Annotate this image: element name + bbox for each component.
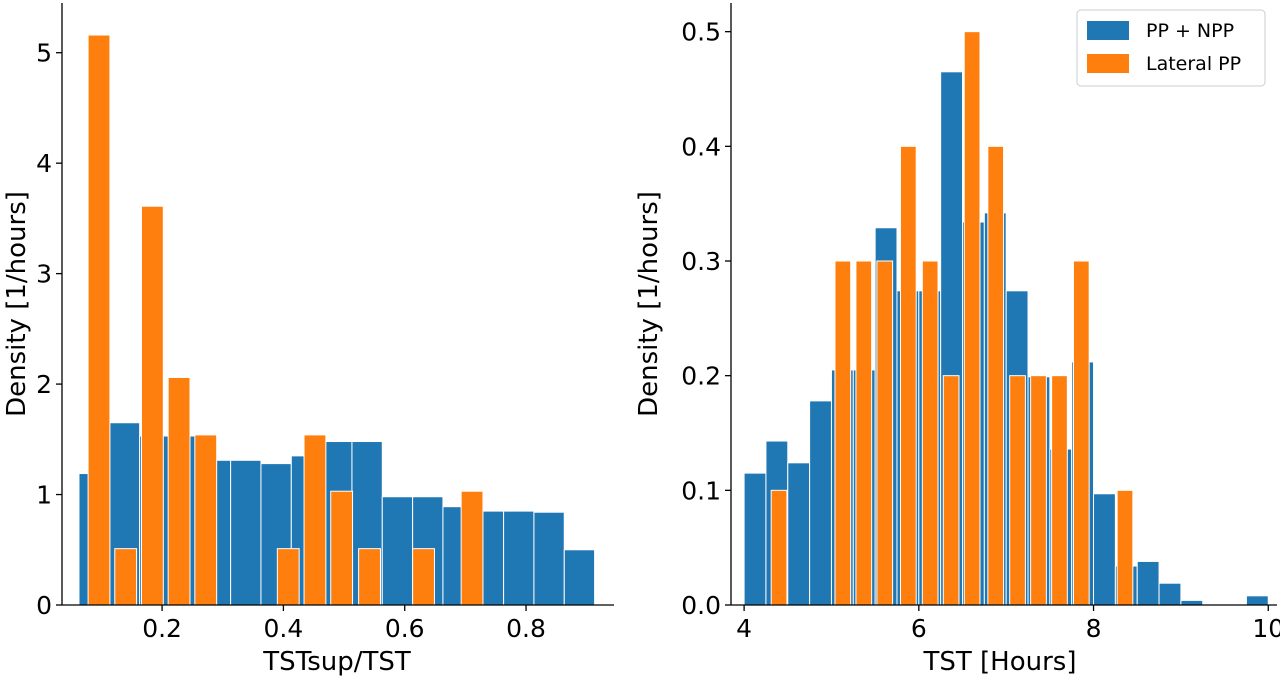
left-x-ticks: 0.2 0.4 0.6 0.8 [142,605,546,643]
right-axes [730,3,1277,606]
y-tick-label-4: 0.4 [681,132,721,161]
bar-p0-s0-b5 [230,459,262,606]
legend-label-lateral-pp: Lateral PP [1146,53,1241,75]
bar-p0-s1-b1 [114,548,138,606]
bar-p1-s1-b5 [921,260,939,606]
right-y-ticks: 0.0 0.1 0.2 0.3 0.4 0.5 [681,18,731,620]
bar-p1-s0-b20 [1180,599,1204,606]
bar-p1-s1-b13 [1116,489,1134,606]
x-tick-label-1: 6 [911,614,927,643]
bar-p0-s1-b6 [303,434,327,606]
legend-label-pp-npp: PP + NPP [1146,20,1234,42]
bar-p1-s1-b9 [1009,375,1026,606]
y-tick-label-3: 3 [36,260,52,289]
bar-p1-s1-b12 [1072,260,1090,606]
bar-p1-s1-b3 [876,260,894,606]
x-tick-label-0: 4 [736,614,752,643]
x-tick-label-3: 0.8 [506,614,546,643]
bar-p1-s0-b19 [1158,582,1182,606]
bar-p1-s0-b3 [809,400,832,606]
bar-p0-s0-b10 [381,496,414,606]
right-bars [743,31,1269,606]
right-histogram-panel: 4 6 8 10 0.0 0.1 0.2 0.3 0.4 0.5 TST [Hours] Den… [634,3,1280,677]
right-x-ticks: 4 6 8 10 [736,605,1280,643]
y-tick-label-2: 2 [36,370,52,399]
bar-p1-s1-b2 [855,260,873,606]
bar-p0-s1-b0 [87,34,111,606]
legend-swatch-lateral-pp [1087,54,1129,73]
y-tick-label-5: 5 [36,39,52,68]
bar-p1-s0-b21 [1245,595,1269,606]
legend-swatch-pp-npp [1087,21,1129,40]
bar-p1-s1-b10 [1030,375,1047,606]
left-y-axis-title: Density [1/hours] [2,191,32,417]
bar-p1-s1-b11 [1051,375,1068,606]
bar-p0-s0-b16 [563,549,596,606]
bar-p0-s1-b5 [276,548,300,606]
y-tick-label-1: 0.1 [681,476,721,505]
bar-p0-s1-b10 [460,490,484,606]
x-tick-label-3: 10 [1252,614,1280,643]
legend: PP + NPP Lateral PP [1076,9,1266,87]
left-axes [61,3,614,606]
bar-p1-s0-b2 [787,462,811,606]
left-histogram-panel: 0.2 0.4 0.6 0.8 0 1 2 3 4 5 TSTsup/TST Density [… [2,3,614,677]
y-tick-label-0: 0.0 [681,591,721,620]
bar-p1-s0-b0 [743,472,767,606]
bar-p0-s1-b7 [330,490,354,606]
bar-p1-s0-b18 [1136,560,1160,606]
bar-p0-s1-b9 [412,548,435,606]
bar-p0-s0-b14 [503,510,535,606]
y-tick-label-2: 0.2 [681,362,721,391]
left-y-ticks: 0 1 2 3 4 5 [36,39,62,620]
bar-p1-s0-b16 [1093,493,1116,606]
y-tick-label-0: 0 [36,591,52,620]
y-tick-label-5: 0.5 [681,18,721,47]
y-tick-label-3: 0.3 [681,247,721,276]
bar-p0-s1-b3 [167,376,191,606]
bar-p1-s1-b1 [834,260,852,606]
left-x-axis-title: TSTsup/TST [262,647,411,677]
bar-p1-s1-b8 [987,145,1005,606]
y-tick-label-4: 4 [36,149,52,178]
right-x-axis-title: TST [Hours] [923,647,1077,677]
bar-p1-s1-b6 [942,375,960,606]
bar-p0-s1-b4 [194,434,218,606]
bar-p1-s1-b0 [770,489,788,606]
bar-p0-s1-b2 [140,205,164,606]
left-bars [78,34,596,606]
bar-p0-s1-b8 [358,548,381,606]
x-tick-label-2: 0.6 [385,614,425,643]
y-tick-label-1: 1 [36,481,52,510]
x-tick-label-1: 0.4 [264,614,304,643]
x-tick-label-0: 0.2 [142,614,182,643]
bar-p0-s0-b15 [533,511,565,606]
bar-p1-s1-b7 [963,31,981,606]
x-tick-label-2: 8 [1086,614,1102,643]
bar-p1-s1-b4 [899,145,917,606]
right-y-axis-title: Density [1/hours] [634,191,664,417]
